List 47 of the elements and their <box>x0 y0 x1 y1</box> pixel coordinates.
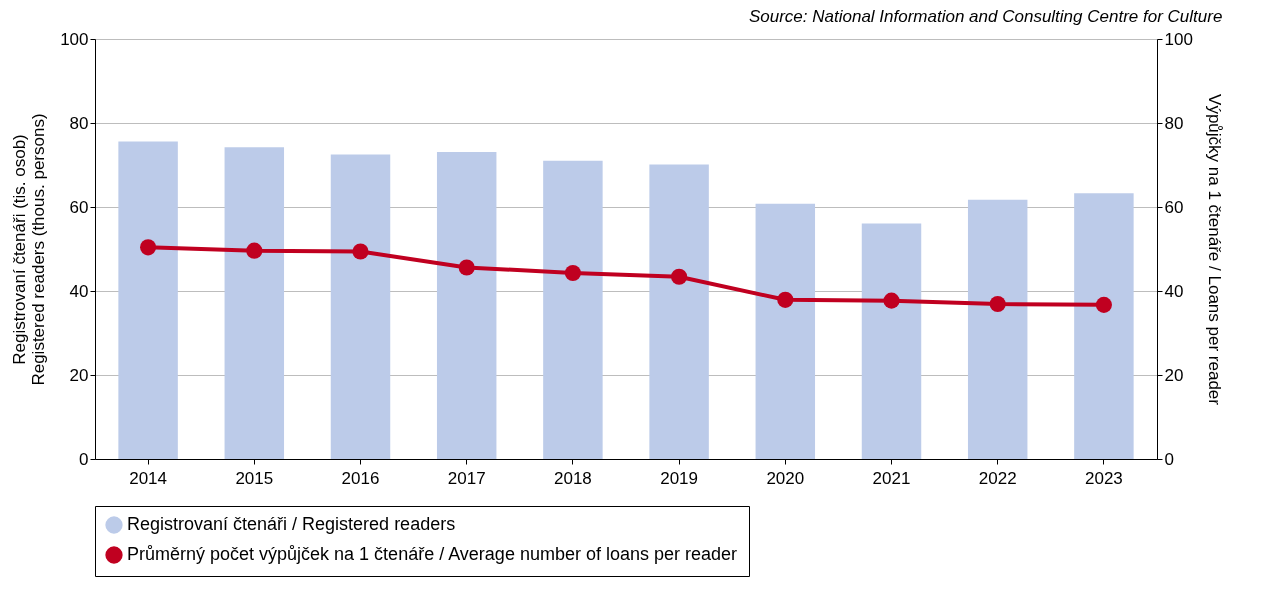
x-tick-label: 2017 <box>447 468 486 488</box>
x-tick-label: 2021 <box>872 468 911 488</box>
bar <box>330 154 391 459</box>
x-tick-label: 2015 <box>235 468 274 488</box>
legend-label: Průměrný počet výpůjček na 1 čtenáře / Average number of loans per reader <box>127 544 738 564</box>
bar <box>118 141 178 459</box>
x-tick-label: 2022 <box>978 468 1017 488</box>
point <box>1095 296 1112 313</box>
y2-tick-label: 100 <box>1164 29 1193 49</box>
y-tick-label: 60 <box>69 197 89 217</box>
x-tick-label: 2020 <box>766 468 805 488</box>
x-tick-label: 2023 <box>1084 468 1123 488</box>
bar <box>861 223 922 459</box>
bar <box>436 151 497 459</box>
y2-axis-title: Výpůjčky na 1 čtenáře / Loans per reader <box>1204 94 1224 406</box>
point <box>671 268 688 285</box>
source-note: Source: National Information and Consulting Centre for Culture <box>748 7 1223 26</box>
y-tick-label: 40 <box>69 281 89 301</box>
y2-tick-label: 80 <box>1164 113 1184 133</box>
bar <box>543 160 603 459</box>
bar <box>649 164 709 459</box>
point <box>989 295 1006 313</box>
bar <box>224 147 285 459</box>
y2-tick-label: 40 <box>1164 281 1184 301</box>
x-tick-label: 2016 <box>341 468 380 488</box>
point <box>458 259 475 276</box>
y-tick-label: 100 <box>60 29 89 49</box>
bar <box>1074 193 1134 459</box>
y-tick-label: 0 <box>79 449 89 469</box>
bar <box>967 199 1028 459</box>
y-tick-label: 80 <box>69 113 89 133</box>
y-tick-label: 20 <box>69 365 89 385</box>
point <box>246 242 263 259</box>
point <box>883 292 900 309</box>
y-axis-title: Registrovaní čtenáři (tis. osob) Registered readers (thous. persons) <box>10 113 49 386</box>
point <box>352 243 369 260</box>
x-tick-label: 2014 <box>129 468 168 488</box>
bar <box>755 203 816 459</box>
point <box>777 291 794 308</box>
point <box>564 264 581 281</box>
y2-tick-label: 0 <box>1164 449 1174 469</box>
y2-tick-label: 60 <box>1164 197 1184 217</box>
legend-label: Registrovaní čtenáři / Registered readers <box>127 514 456 534</box>
point <box>140 239 157 256</box>
x-tick-label: 2019 <box>660 468 699 488</box>
y2-tick-label: 20 <box>1164 365 1184 385</box>
x-tick-label: 2018 <box>553 468 592 488</box>
